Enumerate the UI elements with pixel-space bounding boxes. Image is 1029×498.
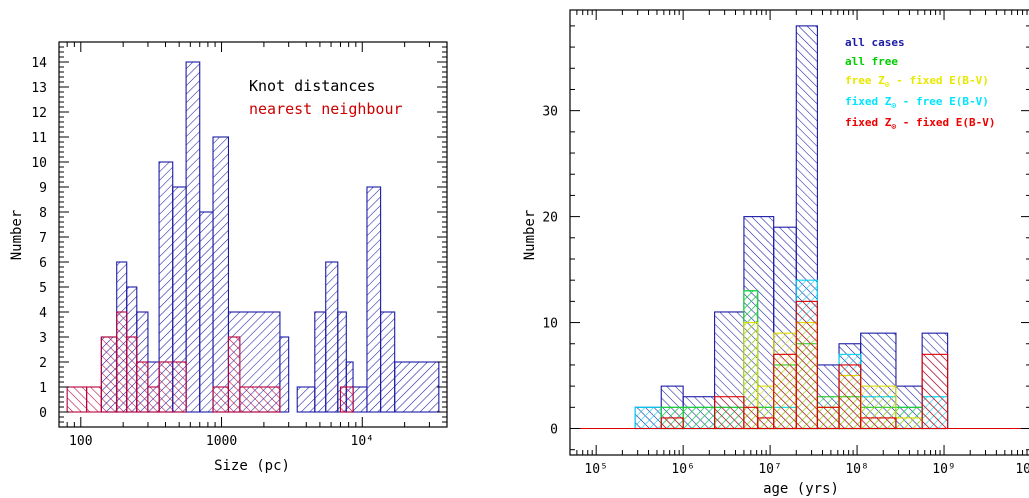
solar-subscript: ⊙ — [891, 101, 896, 110]
y-tick-label: 2 — [39, 356, 47, 371]
x-tick-label: 10⁴ — [351, 434, 374, 449]
y-tick-label: 0 — [39, 406, 47, 421]
bar-all-free-1 — [682, 406, 716, 430]
legend-free-z-rest: - fixed E(B-V) — [890, 74, 989, 87]
size-y-axis-label: Number — [9, 210, 25, 261]
bar-nearest-neighbour-11 — [239, 386, 281, 413]
bar-knot-distances-9 — [212, 136, 230, 413]
bar-fixed-z-fixed-e-b-v-0 — [660, 417, 684, 430]
y-tick-label: 13 — [31, 81, 47, 96]
bar-nearest-neighbour-12 — [339, 386, 354, 413]
legend-fixed-z-text: fixed Z — [845, 95, 892, 108]
series-nearest-neighbour — [66, 311, 354, 413]
x-tick-label: 10⁷ — [758, 462, 781, 477]
bar-knot-distances-7 — [185, 61, 201, 413]
bar-fixed-z-fixed-e-b-v-5 — [773, 353, 797, 430]
bar-knot-distances-8 — [199, 211, 214, 413]
legend-free-z-text: free Z — [845, 74, 885, 87]
bar-nearest-neighbour-0 — [66, 386, 88, 413]
bar-fixed-z-fixed-e-b-v-3 — [743, 406, 759, 430]
bar-knot-distances-13 — [296, 386, 316, 413]
solar-subscript: ⊙ — [885, 80, 890, 89]
legend-free-z-fixed-ebv: free Z⊙ - fixed E(B-V) — [845, 74, 989, 89]
y-tick-label: 4 — [39, 306, 47, 321]
legend-all-free: all free — [845, 55, 898, 68]
y-tick-label: 14 — [31, 56, 47, 71]
x-tick-label: 10⁸ — [845, 462, 868, 477]
legend-fixed-z-fixed-ebv: fixed Z⊙ - fixed E(B-V) — [845, 116, 996, 131]
y-tick-label: 1 — [39, 381, 47, 396]
x-tick-label: 10¹⁰ — [1015, 462, 1029, 477]
y-tick-label: 10 — [542, 317, 558, 332]
legend-fixed-z-free-ebv: fixed Z⊙ - free E(B-V) — [845, 95, 989, 110]
bar-nearest-neighbour-4 — [126, 336, 138, 413]
bar-knot-distances-15 — [325, 261, 339, 413]
size-plot-frame — [58, 41, 448, 428]
legend-fixed-z-rest: - fixed E(B-V) — [896, 116, 995, 129]
x-tick-label: 10⁶ — [671, 462, 694, 477]
bar-fixed-z-fixed-e-b-v-9 — [860, 417, 897, 430]
legend-nearest-neighbour: nearest neighbour — [249, 100, 403, 118]
bar-fixed-z-fixed-e-b-v-6 — [795, 300, 818, 430]
age-histogram-panel: 10⁵ 10⁶ 10⁷ 10⁸ 10⁹ 10¹⁰ 0 10 20 30 age (yrs) Num… — [522, 9, 1029, 497]
bar-nearest-neighbour-5 — [136, 361, 149, 413]
bar-nearest-neighbour-9 — [212, 386, 230, 413]
y-tick-label: 7 — [39, 231, 47, 246]
y-tick-label: 12 — [31, 106, 47, 121]
bar-fixed-z-fixed-e-b-v-11 — [921, 353, 949, 430]
bar-nearest-neighbour-7 — [158, 361, 187, 413]
legend-all-cases: all cases — [845, 36, 905, 49]
bar-fixed-z-fixed-e-b-v-2 — [714, 396, 745, 430]
y-tick-label: 20 — [542, 211, 558, 226]
size-histogram-bars — [66, 61, 440, 413]
x-tick-label: 100 — [69, 434, 92, 449]
bar-knot-distances-14 — [314, 311, 327, 413]
size-x-axis-label: Size (pc) — [214, 458, 290, 474]
bar-fixed-z-free-e-b-v-0 — [634, 406, 662, 430]
age-y-axis-label: Number — [522, 210, 538, 261]
bar-knot-distances-11 — [279, 336, 290, 413]
y-tick-label: 30 — [542, 105, 558, 120]
solar-subscript: ⊙ — [891, 122, 896, 131]
age-histogram-bars — [634, 25, 949, 430]
y-tick-label: 10 — [31, 156, 47, 171]
legend-fixed-z-text: fixed Z — [845, 116, 892, 129]
bar-nearest-neighbour-10 — [227, 336, 241, 413]
bar-nearest-neighbour-3 — [116, 311, 128, 413]
y-tick-label: 5 — [39, 281, 47, 296]
legend-knot-distances: Knot distances — [249, 77, 375, 95]
y-tick-label: 9 — [39, 181, 47, 196]
bar-knot-distances-18 — [352, 386, 368, 413]
age-plot-frame — [569, 9, 1029, 456]
age-axis-ticks — [569, 10, 1029, 455]
bar-knot-distances-21 — [394, 361, 440, 413]
series-fixed-z-fixed-e-b-v — [660, 300, 949, 430]
bar-nearest-neighbour-6 — [147, 386, 160, 413]
y-tick-label: 6 — [39, 256, 47, 271]
x-tick-label: 10⁹ — [932, 462, 955, 477]
x-tick-label: 1000 — [206, 434, 237, 449]
bar-nearest-neighbour-1 — [86, 386, 102, 413]
bar-nearest-neighbour-2 — [100, 336, 118, 413]
age-x-axis-label: age (yrs) — [763, 481, 839, 497]
legend-fixed-z-rest: - free E(B-V) — [896, 95, 989, 108]
bar-knot-distances-20 — [380, 311, 396, 413]
y-tick-label: 0 — [550, 423, 558, 438]
x-tick-label: 10⁵ — [584, 462, 607, 477]
y-tick-label: 3 — [39, 331, 47, 346]
bar-fixed-z-fixed-e-b-v-4 — [757, 417, 775, 430]
size-axis-ticks — [58, 41, 448, 427]
bar-fixed-z-fixed-e-b-v-7 — [816, 406, 840, 430]
bar-fixed-z-fixed-e-b-v-8 — [838, 364, 862, 430]
bar-free-z-fixed-e-b-v-7 — [895, 417, 923, 430]
bar-knot-distances-19 — [366, 186, 382, 413]
age-tick-labels: 10⁵ 10⁶ 10⁷ 10⁸ 10⁹ 10¹⁰ 0 10 20 30 — [542, 105, 1029, 477]
y-tick-label: 8 — [39, 206, 47, 221]
y-tick-label: 11 — [31, 131, 47, 146]
